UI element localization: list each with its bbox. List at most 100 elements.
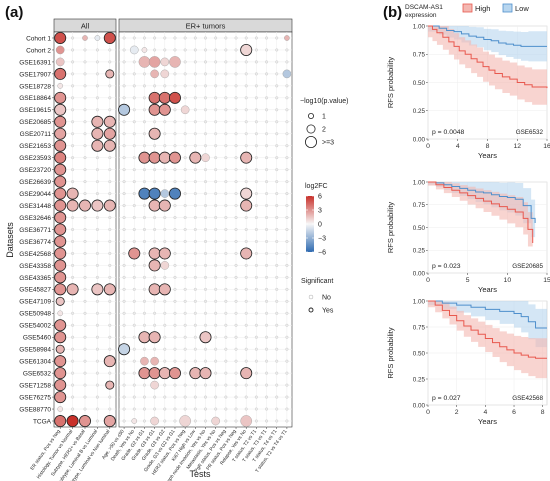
data-point-minor [122, 156, 126, 160]
data-point-minor [275, 144, 279, 148]
size-legend-label: 1 [322, 114, 326, 121]
data-point-minor [153, 275, 157, 279]
data-point-minor [122, 96, 126, 100]
data-point-minor [285, 192, 289, 196]
data-point [160, 189, 170, 198]
data-point [57, 406, 64, 412]
data-point-minor [204, 96, 207, 100]
data-point-minor [83, 156, 87, 160]
data-point-minor [122, 72, 126, 76]
data-point-minor [183, 132, 187, 136]
data-point-minor [214, 192, 218, 196]
data-point-minor [132, 335, 136, 339]
km-y-tick-label: 0.75 [413, 52, 426, 59]
data-point-minor [254, 216, 258, 219]
km-p-value: p = 0.023 [432, 263, 461, 270]
data-point [103, 355, 116, 368]
data-point-minor [265, 108, 269, 112]
data-point-minor [142, 132, 146, 136]
y-tick-label: GSE18728 [19, 83, 51, 90]
data-point-minor [142, 96, 146, 100]
data-point-minor [132, 72, 136, 76]
data-point-minor [265, 96, 269, 100]
data-point [54, 139, 67, 152]
data-point-minor [244, 407, 248, 411]
y-tick-label: GSE54002 [19, 323, 51, 330]
size-legend-label: 2 [322, 127, 326, 134]
data-point-minor [244, 275, 248, 279]
data-point-minor [254, 383, 258, 387]
km-curve-high [428, 181, 534, 243]
data-point-minor [275, 96, 279, 100]
data-point-minor [83, 72, 87, 76]
data-point-minor [95, 156, 99, 160]
data-point-minor [275, 383, 279, 387]
data-point-minor [275, 192, 279, 196]
data-point-minor [193, 36, 197, 40]
data-point-minor [132, 287, 136, 291]
data-point [118, 103, 131, 116]
data-point-minor [71, 216, 75, 219]
data-point-minor [142, 228, 146, 231]
data-point-minor [224, 72, 228, 76]
panel-a-legend: −log10(p.value) 1 2 >=3 log2FC 6 3 0 −3 −6 Signi… [300, 98, 348, 315]
data-point-minor [234, 407, 238, 411]
data-point [91, 283, 104, 296]
data-point-minor [234, 323, 238, 327]
data-point [54, 235, 67, 248]
data-point [103, 283, 116, 296]
data-point-minor [285, 383, 289, 387]
data-point-minor [254, 132, 258, 136]
data-point-minor [204, 60, 207, 64]
data-point-minor [132, 299, 136, 303]
data-point [240, 151, 253, 164]
data-point-minor [122, 228, 126, 231]
data-point-minor [204, 144, 207, 148]
data-point-minor [234, 335, 238, 339]
km-curve-low [428, 25, 547, 47]
data-point-minor [142, 383, 146, 387]
data-point-minor [122, 144, 126, 148]
data-point [91, 127, 104, 140]
y-tick-label: GSE26639 [19, 179, 51, 186]
data-point-minor [173, 251, 177, 255]
data-point-minor [142, 36, 146, 40]
data-point-minor [71, 335, 75, 339]
data-point-minor [214, 395, 218, 399]
data-point-minor [275, 251, 279, 255]
data-point-minor [214, 168, 218, 172]
data-point-minor [234, 48, 238, 52]
data-point [54, 67, 67, 80]
data-point-minor [108, 323, 112, 327]
data-point [148, 331, 161, 344]
data-point-minor [244, 240, 248, 243]
data-point-minor [254, 251, 258, 255]
data-point-minor [204, 180, 207, 184]
data-point-minor [83, 275, 87, 279]
data-point-minor [183, 96, 187, 100]
data-point-minor [254, 72, 258, 76]
data-point-minor [71, 48, 75, 52]
y-tick-label: GSE17907 [19, 71, 51, 78]
data-point-minor [234, 263, 238, 267]
data-point-minor [275, 359, 279, 363]
data-point-minor [214, 108, 218, 112]
data-point-minor [265, 120, 269, 124]
data-point-minor [183, 168, 187, 172]
km-p-value: p = 0.027 [432, 395, 461, 402]
data-point-minor [224, 395, 228, 399]
data-point-minor [285, 299, 289, 303]
data-point [150, 380, 159, 390]
data-point-minor [83, 395, 87, 399]
data-point-minor [265, 299, 269, 303]
data-point-minor [254, 108, 258, 112]
data-point-minor [163, 48, 167, 52]
data-point-minor [214, 371, 218, 375]
data-point-minor [95, 347, 99, 351]
y-tick-label: GSE76275 [19, 394, 51, 401]
data-point-minor [265, 395, 269, 399]
data-point-minor [234, 36, 238, 40]
km-legend-title: expression [405, 12, 437, 19]
data-point-minor [153, 48, 157, 52]
